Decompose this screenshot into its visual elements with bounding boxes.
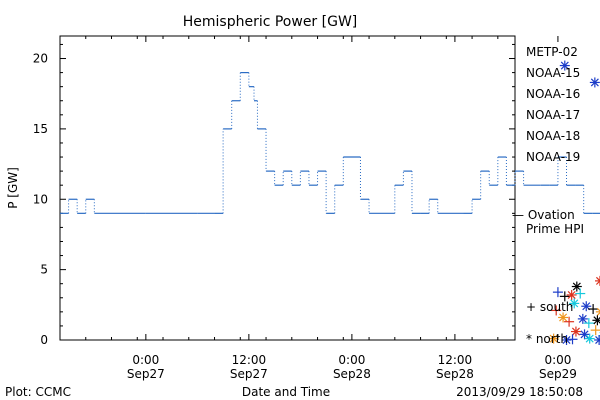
chart-title: Hemispheric Power [GW] [183, 14, 358, 30]
data-point-north [570, 326, 581, 337]
data-point-north [548, 333, 559, 344]
x-tick-label-date: Sep27 [127, 367, 165, 381]
satellite-points [548, 60, 600, 345]
x-axis: 0:00Sep2712:00Sep270:00Sep2812:00Sep280:… [85, 36, 577, 381]
data-point-north [581, 301, 592, 312]
data-point-south [559, 291, 570, 302]
data-point-north [579, 329, 590, 340]
y-tick-label: 20 [33, 52, 48, 66]
footer-right: 2013/09/29 18:50:08 [456, 385, 583, 399]
data-point-north [558, 312, 569, 323]
x-axis-label: Date and Time [242, 385, 330, 399]
data-point-south [551, 305, 562, 316]
x-tick-label-time: 0:00 [544, 353, 571, 367]
legend-item: NOAA-17 [526, 108, 580, 122]
data-point-north [559, 60, 570, 71]
data-point-north [571, 281, 582, 292]
x-tick-label-time: 12:00 [232, 353, 267, 367]
data-point-north [594, 335, 600, 345]
data-point-north [561, 335, 572, 345]
legend: METP-02 NOAA-15 NOAA-16 NOAA-17 NOAA-18 NOAA-… [512, 45, 584, 346]
legend-item: NOAA-19 [526, 150, 580, 164]
y-tick-label: 10 [33, 192, 48, 206]
y-axis-label: P [GW] [6, 167, 20, 209]
y-axis: 0 5 10 15 20 [33, 43, 515, 347]
data-point-south [588, 304, 599, 315]
legend-item: NOAA-15 [526, 66, 580, 80]
data-point-north [589, 77, 600, 88]
data-point-south [575, 288, 586, 299]
y-tick-label: 15 [33, 122, 48, 136]
y-tick-label: 5 [40, 263, 48, 277]
legend-south: + south [526, 300, 573, 314]
y-tick-label: 0 [40, 333, 48, 347]
x-tick-label-time: 0:00 [338, 353, 365, 367]
data-point-north [577, 313, 588, 324]
data-point-south [583, 318, 594, 329]
legend-north: * north [526, 332, 568, 346]
x-tick-label-date: Sep28 [436, 367, 474, 381]
data-point-north [569, 298, 580, 309]
legend-ovation-line2: Prime HPI [526, 222, 584, 236]
x-tick-label-time: 12:00 [438, 353, 473, 367]
x-tick-label-time: 0:00 [132, 353, 159, 367]
data-point-south [552, 287, 563, 298]
plot-frame [59, 35, 516, 341]
legend-ovation-line1: — Ovation [512, 208, 575, 222]
data-point-north [566, 289, 577, 300]
legend-item: METP-02 [526, 45, 578, 59]
legend-item: NOAA-18 [526, 129, 580, 143]
ovation-hpi-series [60, 71, 600, 214]
data-point-south [567, 334, 578, 345]
x-tick-label-date: Sep28 [333, 367, 371, 381]
x-tick-label-date: Sep29 [539, 367, 577, 381]
data-point-north [595, 307, 600, 316]
data-point-south [564, 316, 575, 327]
legend-item: NOAA-16 [526, 87, 580, 101]
data-point-north [584, 333, 595, 344]
x-tick-label-date: Sep27 [230, 367, 268, 381]
data-point-south [590, 325, 600, 336]
footer-left: Plot: CCMC [5, 385, 71, 399]
